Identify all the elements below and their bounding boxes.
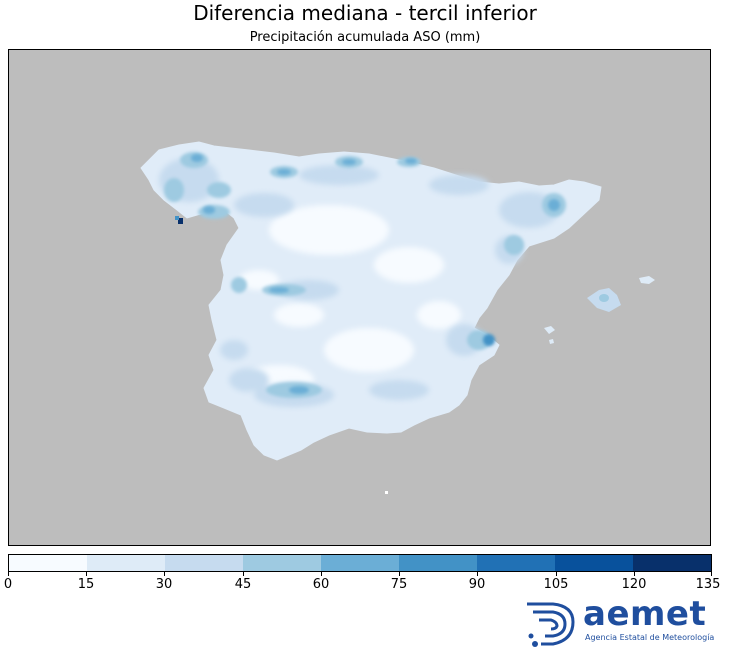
- aemet-logo: aemet Agencia Estatal de Meteorología: [523, 594, 723, 650]
- max-value-spot: [178, 218, 183, 224]
- tick-label: 0: [3, 577, 13, 592]
- tick-mark: [399, 572, 400, 576]
- tick-mark: [634, 572, 635, 576]
- tick-label: 60: [312, 577, 330, 592]
- logo-subtitle: Agencia Estatal de Meteorología: [585, 633, 715, 642]
- tick-mark: [243, 572, 244, 576]
- tick-mark: [321, 572, 322, 576]
- tick-label: 45: [234, 577, 252, 592]
- logo-wordmark: aemet: [583, 594, 707, 634]
- tick-mark: [8, 572, 9, 576]
- chart-subtitle: Precipitación acumulada ASO (mm): [249, 30, 481, 45]
- colorbar-ticks: 0 15 30 45 60 75 90 105 120 135: [4, 572, 720, 596]
- colorbar-segment: [633, 555, 711, 571]
- colorbar-segment: [321, 555, 399, 571]
- tick-label: 90: [468, 577, 486, 592]
- tick-label: 105: [543, 577, 569, 592]
- colorbar-segment: [399, 555, 477, 571]
- tick-mark: [477, 572, 478, 576]
- peak-value-areas: [191, 154, 560, 394]
- balearic-islands: [544, 276, 655, 344]
- colorbar-segment: [555, 555, 633, 571]
- tick-label: 30: [155, 577, 173, 592]
- aemet-emblem-icon: [527, 602, 575, 647]
- colorbar-segment: [87, 555, 165, 571]
- colorbar: [8, 554, 712, 572]
- tick-mark: [556, 572, 557, 576]
- iberia-precipitation-map: [140, 141, 655, 494]
- tick-label: 75: [390, 577, 408, 592]
- tick-label: 15: [77, 577, 95, 592]
- tick-mark: [164, 572, 165, 576]
- colorbar-segment: [243, 555, 321, 571]
- colorbar-segment: [165, 555, 243, 571]
- map-panel: [8, 49, 711, 546]
- tick-label: 135: [695, 577, 721, 592]
- colorbar-segment: [9, 555, 87, 571]
- low-value-areas: [239, 205, 461, 395]
- tick-mark: [86, 572, 87, 576]
- tick-mark: [711, 572, 712, 576]
- tick-label: 120: [621, 577, 647, 592]
- chart-title: Diferencia mediana - tercil inferior: [193, 1, 537, 25]
- colorbar-segment: [477, 555, 555, 571]
